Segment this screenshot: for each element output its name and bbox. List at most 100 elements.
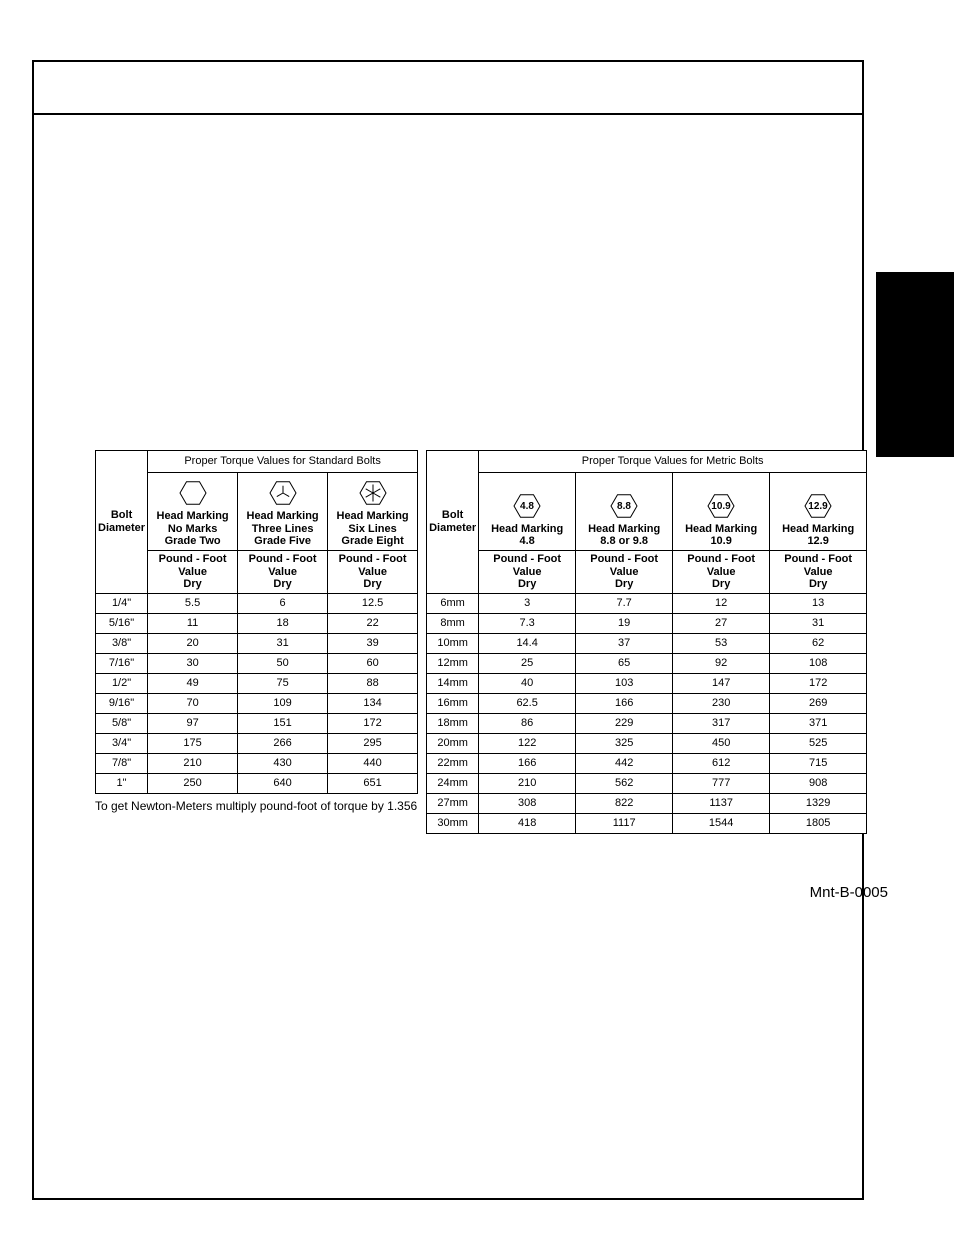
- torque-value-cell: 1117: [576, 813, 673, 833]
- table-row: 16mm62.5166230269: [427, 693, 867, 713]
- diameter-cell: 14mm: [427, 673, 479, 693]
- table-row: 6mm37.71213: [427, 593, 867, 613]
- diameter-cell: 1": [96, 773, 148, 793]
- torque-value-cell: 18: [238, 613, 328, 633]
- page: BoltDiameter Proper Torque Values for Sta…: [0, 0, 954, 1235]
- torque-value-cell: 418: [479, 813, 576, 833]
- unit-header: Pound - Foot ValueDry: [770, 551, 867, 594]
- bolt-head-hexagon-icon: [151, 478, 234, 508]
- torque-value-cell: 430: [238, 753, 328, 773]
- torque-value-cell: 20: [148, 633, 238, 653]
- torque-value-cell: 3: [479, 593, 576, 613]
- torque-value-cell: 62.5: [479, 693, 576, 713]
- unit-header: Pound - Foot ValueDry: [673, 551, 770, 594]
- torque-value-cell: 269: [770, 693, 867, 713]
- diameter-cell: 1/2": [96, 673, 148, 693]
- torque-value-cell: 371: [770, 713, 867, 733]
- conversion-footnote: To get Newton-Meters multiply pound-foot…: [95, 794, 418, 813]
- torque-value-cell: 250: [148, 773, 238, 793]
- table-row: 5/8"97151172: [96, 713, 418, 733]
- table-row: 20mm122325450525: [427, 733, 867, 753]
- unit-header: Pound - Foot ValueDry: [148, 551, 238, 594]
- torque-value-cell: 37: [576, 633, 673, 653]
- torque-value-cell: 777: [673, 773, 770, 793]
- torque-value-cell: 562: [576, 773, 673, 793]
- svg-text:12.9: 12.9: [808, 501, 828, 512]
- bolt-head-hexagon-icon: 4.8: [482, 491, 572, 521]
- torque-value-cell: 317: [673, 713, 770, 733]
- diameter-cell: 12mm: [427, 653, 479, 673]
- head-marking-header: Head MarkingNo MarksGrade Two: [148, 473, 238, 551]
- diameter-cell: 3/8": [96, 633, 148, 653]
- torque-value-cell: 7.3: [479, 613, 576, 633]
- torque-value-cell: 30: [148, 653, 238, 673]
- diameter-cell: 10mm: [427, 633, 479, 653]
- table-row: 27mm30882211371329: [427, 793, 867, 813]
- svg-text:10.9: 10.9: [711, 501, 731, 512]
- bolt-head-hexagon-icon: 10.9: [676, 491, 766, 521]
- torque-value-cell: 75: [238, 673, 328, 693]
- diameter-cell: 27mm: [427, 793, 479, 813]
- torque-value-cell: 166: [479, 753, 576, 773]
- table-row: 24mm210562777908: [427, 773, 867, 793]
- torque-value-cell: 166: [576, 693, 673, 713]
- torque-value-cell: 172: [328, 713, 418, 733]
- torque-value-cell: 31: [770, 613, 867, 633]
- table-row: 22mm166442612715: [427, 753, 867, 773]
- table-row: 12mm256592108: [427, 653, 867, 673]
- torque-value-cell: 525: [770, 733, 867, 753]
- header-box: [32, 60, 864, 115]
- torque-value-cell: 651: [328, 773, 418, 793]
- reference-id: Mnt-B-0005: [810, 884, 888, 901]
- torque-value-cell: 92: [673, 653, 770, 673]
- torque-value-cell: 1329: [770, 793, 867, 813]
- bolt-head-hexagon-icon: [331, 478, 414, 508]
- bolt-head-hexagon-icon: 8.8: [579, 491, 669, 521]
- torque-value-cell: 147: [673, 673, 770, 693]
- bolt-diameter-header: BoltDiameter: [427, 451, 479, 594]
- table-row: 30mm418111715441805: [427, 813, 867, 833]
- torque-value-cell: 134: [328, 693, 418, 713]
- torque-value-cell: 97: [148, 713, 238, 733]
- table-row: 8mm7.3192731: [427, 613, 867, 633]
- table-row: 1"250640651: [96, 773, 418, 793]
- head-marking-header: 10.9 Head Marking10.9: [673, 473, 770, 551]
- table-row: 3/8"203139: [96, 633, 418, 653]
- torque-value-cell: 108: [770, 653, 867, 673]
- torque-value-cell: 25: [479, 653, 576, 673]
- torque-value-cell: 53: [673, 633, 770, 653]
- torque-value-cell: 27: [673, 613, 770, 633]
- metric-torque-table: BoltDiameterProper Torque Values for Met…: [426, 450, 867, 834]
- table-row: 18mm86229317371: [427, 713, 867, 733]
- bolt-head-hexagon-icon: 12.9: [773, 491, 863, 521]
- torque-value-cell: 31: [238, 633, 328, 653]
- table-row: 10mm14.4375362: [427, 633, 867, 653]
- torque-value-cell: 5.5: [148, 593, 238, 613]
- svg-text:8.8: 8.8: [617, 501, 631, 512]
- side-tab: [876, 272, 954, 457]
- torque-value-cell: 230: [673, 693, 770, 713]
- diameter-cell: 18mm: [427, 713, 479, 733]
- torque-value-cell: 612: [673, 753, 770, 773]
- metric-table-wrapper: BoltDiameterProper Torque Values for Met…: [426, 450, 867, 834]
- diameter-cell: 7/16": [96, 653, 148, 673]
- bolt-head-hexagon-icon: [241, 478, 324, 508]
- standard-torque-table: BoltDiameterProper Torque Values for Sta…: [95, 450, 418, 794]
- standard-table-title: Proper Torque Values for Standard Bolts: [148, 451, 418, 473]
- torque-value-cell: 39: [328, 633, 418, 653]
- torque-value-cell: 62: [770, 633, 867, 653]
- diameter-cell: 5/8": [96, 713, 148, 733]
- diameter-cell: 8mm: [427, 613, 479, 633]
- torque-value-cell: 13: [770, 593, 867, 613]
- head-marking-header: 12.9 Head Marking12.9: [770, 473, 867, 551]
- torque-value-cell: 908: [770, 773, 867, 793]
- torque-value-cell: 60: [328, 653, 418, 673]
- torque-value-cell: 49: [148, 673, 238, 693]
- torque-value-cell: 151: [238, 713, 328, 733]
- unit-header: Pound - Foot ValueDry: [328, 551, 418, 594]
- torque-value-cell: 229: [576, 713, 673, 733]
- torque-value-cell: 295: [328, 733, 418, 753]
- diameter-cell: 3/4": [96, 733, 148, 753]
- torque-value-cell: 6: [238, 593, 328, 613]
- torque-value-cell: 440: [328, 753, 418, 773]
